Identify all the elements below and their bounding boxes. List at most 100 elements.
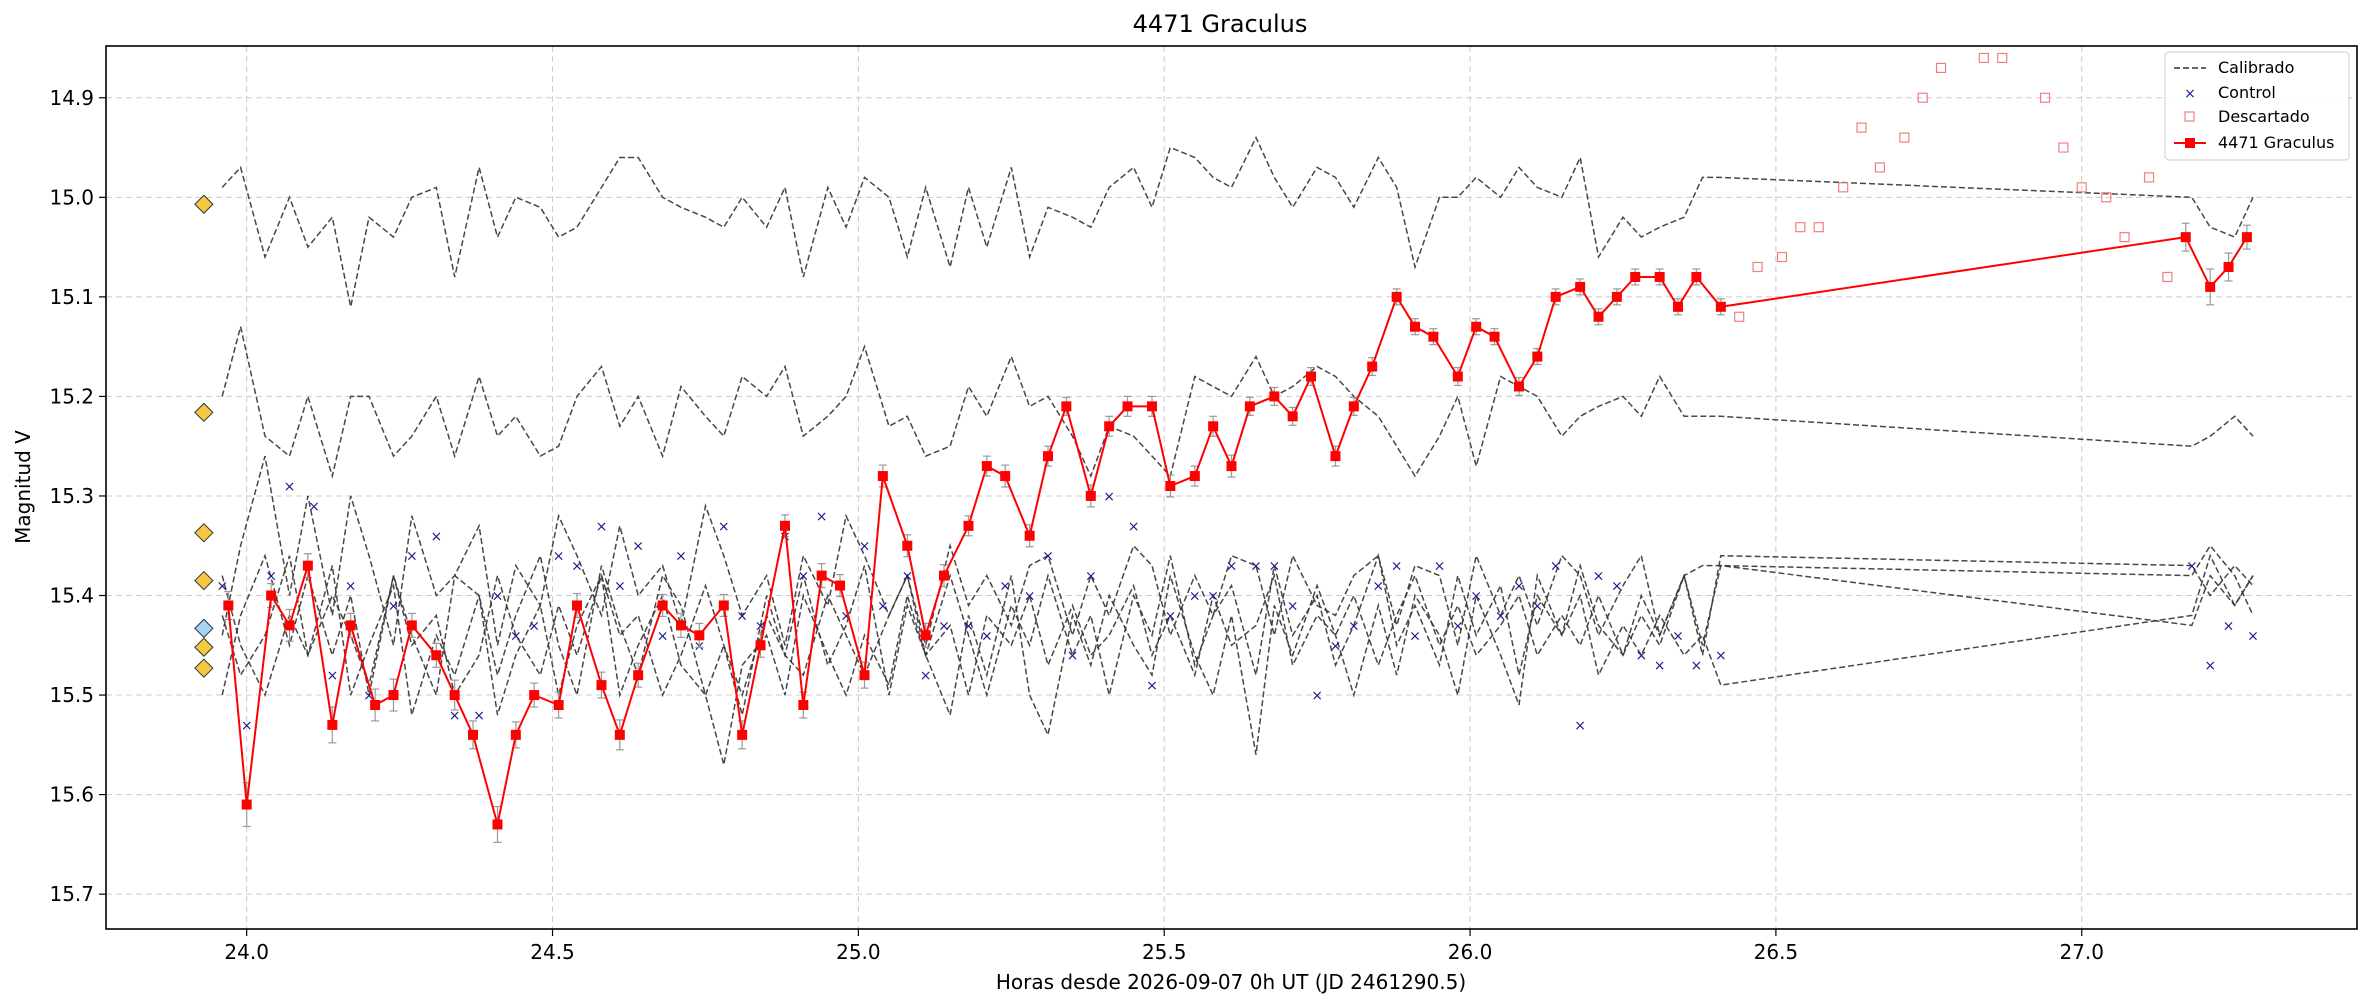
target-point bbox=[755, 640, 766, 651]
control-point: × bbox=[797, 569, 809, 585]
control-point: × bbox=[963, 618, 975, 634]
y-tick-label: 15.7 bbox=[49, 882, 94, 906]
reference-diamond-marker bbox=[194, 637, 214, 657]
control-point: × bbox=[430, 529, 442, 545]
control-point: × bbox=[901, 569, 913, 585]
descartado-point bbox=[2143, 172, 2155, 183]
control-point: × bbox=[1146, 678, 1158, 694]
descartado-point bbox=[1997, 52, 2008, 64]
target-point bbox=[877, 471, 888, 482]
control-point: × bbox=[2204, 658, 2216, 674]
target-point bbox=[1428, 331, 1439, 342]
control-point: × bbox=[999, 579, 1011, 595]
target-point bbox=[388, 690, 399, 701]
target-point bbox=[345, 620, 356, 631]
target-point bbox=[1085, 490, 1096, 501]
target-point bbox=[657, 600, 668, 611]
control-point: × bbox=[308, 499, 320, 515]
calibrado-series-line bbox=[221, 554, 2254, 698]
control-point: × bbox=[528, 618, 540, 634]
target-point bbox=[449, 690, 460, 701]
descartado-point bbox=[2039, 92, 2051, 103]
control-point: × bbox=[1495, 608, 1507, 624]
control-point: × bbox=[1672, 628, 1684, 644]
control-point: × bbox=[1372, 579, 1384, 595]
target-point bbox=[718, 600, 729, 611]
control-point: × bbox=[632, 539, 644, 555]
control-point: × bbox=[840, 608, 852, 624]
descartado-point bbox=[1917, 92, 1928, 103]
series-dashed-5 bbox=[221, 554, 2254, 698]
control-point: × bbox=[1128, 519, 1140, 535]
control-point: × bbox=[345, 579, 357, 595]
control-point: × bbox=[510, 628, 522, 644]
control-point: × bbox=[1654, 658, 1666, 674]
y-tick-label: 15.5 bbox=[49, 683, 94, 707]
target-point bbox=[1146, 401, 1157, 412]
target-point bbox=[1532, 351, 1543, 362]
descartado-point bbox=[1935, 62, 1947, 74]
target-point bbox=[737, 729, 748, 740]
target-point bbox=[2180, 232, 2191, 243]
legend-target-label: 4471 Graculus bbox=[2218, 133, 2334, 152]
target-point bbox=[633, 670, 644, 681]
target-point bbox=[939, 570, 950, 581]
series-dashed-0 bbox=[221, 135, 2254, 307]
target-point bbox=[492, 819, 503, 830]
control-point: × bbox=[2186, 559, 2198, 575]
x-tick-label: 24.5 bbox=[530, 940, 575, 964]
target-point bbox=[406, 620, 417, 631]
x-tick-label: 25.5 bbox=[1142, 940, 1187, 964]
control-point: × bbox=[1164, 608, 1176, 624]
chart-title: 4471 Graculus bbox=[1133, 10, 1308, 38]
reference-diamond-marker bbox=[194, 402, 214, 423]
target-point bbox=[1269, 391, 1280, 402]
target-point bbox=[1042, 451, 1053, 462]
control-point: × bbox=[406, 549, 418, 565]
series-x-6: × × × × × × × × × × × × × × × × × × × × × × × × × × × × × × × × × × × × × × × ×… bbox=[216, 479, 2259, 734]
descartado-point bbox=[1813, 222, 1824, 233]
x-tick-label: 25.0 bbox=[836, 940, 881, 964]
control-point: × bbox=[1348, 618, 1360, 634]
control-point: × bbox=[816, 509, 828, 525]
target-point bbox=[694, 630, 705, 641]
calibrado-series-line bbox=[221, 552, 2254, 716]
control-point: × bbox=[1207, 589, 1219, 605]
target-point bbox=[529, 690, 540, 701]
target-point bbox=[553, 700, 564, 711]
control-point: × bbox=[859, 539, 871, 555]
legend-descartado-label: Descartado bbox=[2218, 107, 2310, 126]
control-point: × bbox=[1691, 658, 1703, 674]
calibrado-series-line bbox=[221, 326, 2254, 479]
target-point bbox=[1306, 371, 1317, 382]
descartado-point bbox=[2162, 271, 2173, 283]
calibrado-series-line bbox=[221, 135, 2254, 307]
control-point: × bbox=[1635, 648, 1647, 664]
x-axis-label: Horas desde 2026-09-07 0h UT (JD 2461290… bbox=[996, 970, 1466, 994]
reference-diamond-marker bbox=[194, 194, 214, 214]
control-point: × bbox=[1715, 648, 1727, 664]
target-point bbox=[675, 620, 686, 631]
target-point bbox=[859, 670, 870, 681]
control-point: × bbox=[718, 519, 730, 535]
control-point: × bbox=[1550, 559, 1562, 575]
target-point bbox=[1654, 271, 1665, 282]
plot-area-frame bbox=[105, 45, 2358, 930]
target-point bbox=[1208, 421, 1219, 432]
x-tick-label: 26.0 bbox=[1448, 940, 1493, 964]
target-point bbox=[920, 630, 931, 641]
control-point: × bbox=[571, 559, 583, 575]
x-tick-label: 24.0 bbox=[224, 940, 269, 964]
control-point: × bbox=[241, 718, 253, 734]
legend-control-label: Control bbox=[2218, 83, 2276, 102]
target-series-line bbox=[227, 236, 2248, 825]
reference-diamond-marker bbox=[194, 570, 214, 591]
target-point bbox=[431, 650, 442, 661]
reference-diamond-marker bbox=[194, 618, 214, 639]
reference-diamond-marker bbox=[194, 658, 214, 678]
control-point: × bbox=[1103, 489, 1115, 505]
y-tick-label: 15.3 bbox=[49, 484, 94, 508]
target-point bbox=[1471, 321, 1482, 332]
target-point bbox=[571, 600, 582, 611]
